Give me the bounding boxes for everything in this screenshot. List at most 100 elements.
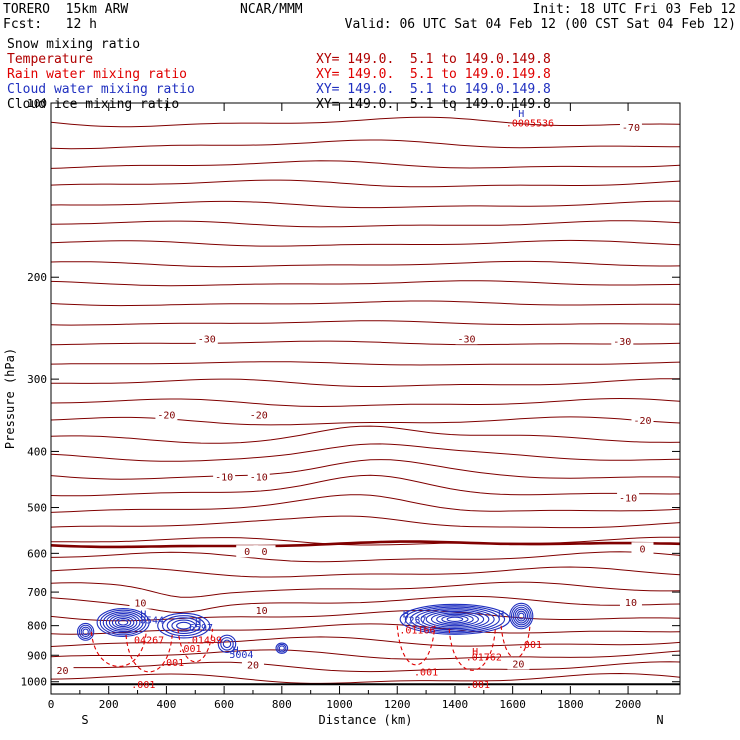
cloud-water-contour	[80, 626, 91, 638]
zero-isotherm-line	[50, 540, 681, 549]
rain-label: .001	[466, 680, 490, 691]
isotherm-label-bg	[250, 604, 273, 617]
cloud-water-contour	[446, 616, 464, 622]
x-end-label-right: N	[656, 713, 663, 727]
x-tick-label: 2000	[615, 698, 642, 711]
cloud-water-label: H	[195, 617, 201, 628]
isotherm-line	[50, 320, 680, 326]
cloud-water-label: 7237	[403, 615, 427, 626]
y-tick-label: 500	[27, 502, 47, 515]
cloud-water-contour	[108, 614, 138, 631]
legend-entry-coords: XY= 149.0. 5.1 to 149.0.149.8	[316, 67, 551, 82]
isotherm-label-bg	[155, 408, 178, 421]
forecast-hour: Fcst: 12 h	[3, 17, 97, 32]
cloud-water-label: H	[498, 610, 504, 621]
isotherm-label-bg	[619, 120, 642, 133]
isotherm-line	[50, 595, 681, 614]
isotherm-label: 10	[134, 599, 146, 610]
cloud-water-label: H	[518, 109, 524, 120]
isotherm-line	[50, 361, 681, 366]
cloud-water-contour	[76, 622, 95, 641]
cloud-water-label: H	[140, 610, 146, 621]
cloud-water-contour	[114, 617, 132, 628]
cloud-water-contour	[99, 609, 147, 636]
cloud-water-contour	[441, 615, 469, 624]
isotherm-line	[50, 179, 681, 188]
x-tick-label: 600	[214, 698, 234, 711]
isotherm-line	[50, 200, 681, 209]
isotherm-line	[50, 474, 681, 497]
legend-entry-name: Snow mixing ratio	[7, 37, 141, 52]
rain-label: .0005536	[506, 118, 554, 129]
x-tick-label: 1800	[557, 698, 584, 711]
cloud-water-contour	[278, 645, 285, 651]
legend-entry-name: Temperature	[7, 52, 94, 67]
cloud-water-contour	[436, 613, 474, 625]
plot-frame	[50, 102, 681, 695]
isotherm-line	[50, 609, 681, 622]
isotherm-line	[50, 397, 681, 408]
isotherm-label-bg	[617, 491, 640, 504]
legend-entry-coords: XY= 149.0. 5.1 to 149.0.149.8	[316, 82, 551, 97]
isotherm-label-bg	[236, 545, 259, 558]
isotherm-label-bg	[247, 470, 270, 483]
isotherm-line	[50, 239, 681, 247]
isotherm-line	[51, 378, 681, 387]
cloud-water-contour	[275, 642, 289, 654]
cloud-water-contour	[111, 616, 135, 629]
cloud-water-label: H	[233, 646, 239, 657]
cloud-water-contour	[161, 615, 206, 637]
isotherm-line	[51, 661, 681, 673]
x-tick-label: 400	[156, 698, 176, 711]
isotherm-label-bg	[247, 408, 270, 421]
rain-label: .001	[414, 667, 438, 678]
isotherm-line	[51, 536, 681, 546]
cloud-water-contour	[512, 606, 530, 626]
isotherm-label: -30	[457, 334, 475, 345]
isotherm-line	[50, 494, 681, 513]
isotherm-line	[50, 672, 681, 684]
isotherm-line	[50, 340, 681, 346]
y-tick-label: 300	[27, 373, 47, 386]
cloud-water-contour	[277, 643, 287, 653]
cloud-water-contour	[117, 619, 129, 626]
x-tick-label: 800	[272, 698, 292, 711]
rain-label: .01166	[399, 625, 435, 636]
isotherm-line	[50, 220, 681, 228]
isotherm-label: -20	[250, 410, 268, 421]
legend-entry-coords: XY= 149.0. 5.1 to 149.0.149.8	[316, 52, 551, 67]
x-tick-label: 1600	[499, 698, 526, 711]
legend-entry-coords: XY= 149.0. 5.1 to 149.0.149.8	[316, 97, 551, 112]
isotherm-label: 20	[57, 666, 69, 677]
cloud-water-contour	[96, 608, 150, 637]
isotherm-line	[50, 515, 681, 529]
cloud-water-label: 8544	[140, 615, 164, 626]
isotherm-line	[50, 425, 681, 444]
model-title: TORERO 15km ARW	[3, 2, 129, 17]
isotherm-label-bg	[507, 657, 530, 670]
y-axis-label: Pressure (hPa)	[3, 348, 17, 449]
cloud-water-contour	[166, 617, 201, 635]
isotherm-line	[50, 623, 681, 635]
isotherm-label-bg	[51, 664, 74, 677]
x-tick-label: 1400	[442, 698, 469, 711]
valid-time: Valid: 06 UTC Sat 04 Feb 12 (00 CST Sat …	[344, 17, 736, 32]
cloud-water-contour	[157, 612, 211, 639]
rain-label: .01762	[466, 653, 502, 664]
cloud-water-contour	[425, 610, 485, 628]
isotherm-label: 10	[256, 606, 268, 617]
y-tick-label: 200	[27, 271, 47, 284]
isotherm-label: -70	[622, 123, 640, 134]
y-tick-label: 100	[27, 97, 47, 110]
isotherm-label-bg	[195, 332, 218, 345]
rain-label: .01499	[186, 635, 222, 646]
isotherm-label: 0	[639, 544, 645, 555]
rain-label: .001	[131, 680, 155, 691]
cloud-water-contour	[516, 610, 527, 622]
isotherm-label-bg	[611, 335, 634, 348]
y-tick-label: 400	[27, 445, 47, 458]
isotherm-label-bg	[619, 595, 642, 608]
isotherm-line	[50, 416, 681, 426]
isotherm-line	[50, 459, 681, 480]
rain-label: H	[472, 647, 478, 658]
